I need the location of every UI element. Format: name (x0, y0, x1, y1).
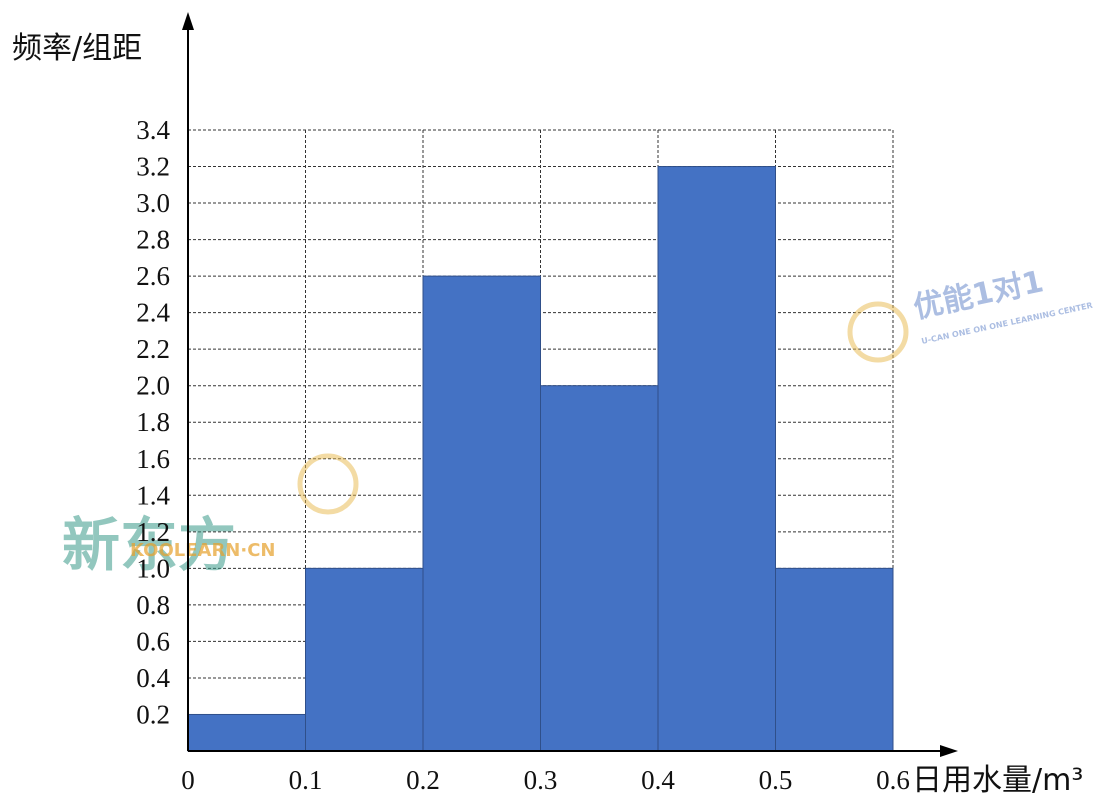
y-tick-label: 1.0 (136, 553, 170, 583)
y-tick-label: 3.2 (136, 152, 170, 182)
y-tick-label: 1.4 (136, 480, 170, 510)
y-tick-label: 0.6 (136, 626, 170, 656)
y-tick-label: 2.6 (136, 261, 170, 291)
histogram-bar (540, 385, 659, 752)
y-tick-label: 0.4 (136, 663, 170, 693)
y-tick-label: 1.2 (136, 517, 170, 547)
watermark-logo-icon (847, 301, 909, 363)
y-tick-label: 3.0 (136, 188, 170, 218)
y-tick-label: 2.0 (136, 371, 170, 401)
axes-layer (182, 12, 958, 757)
y-tick-label: 2.2 (136, 334, 170, 364)
x-axis-arrow-icon (940, 745, 958, 757)
y-tick-label: 1.8 (136, 407, 170, 437)
y-tick-label: 0.8 (136, 590, 170, 620)
x-tick-label: 0 (181, 765, 195, 795)
y-tick-label: 2.8 (136, 225, 170, 255)
x-tick-label: 0.5 (759, 765, 793, 795)
x-tick-label: 0.4 (641, 765, 675, 795)
x-tick-label: 0.3 (524, 765, 558, 795)
ticks-layer: 0.2 0.4 0.6 0.8 1.0 1.2 1.4 1.6 1.8 2.0 2.2 2.4 2.6 2… (136, 115, 910, 795)
histogram-bar (422, 275, 541, 752)
watermark-logo-icon (297, 453, 359, 515)
x-tick-label: 0.6 (876, 765, 910, 795)
x-tick-label: 0.1 (289, 765, 323, 795)
histogram-bar (305, 567, 424, 752)
watermark-brand-1: 新东方 (62, 511, 236, 579)
y-tick-label: 0.2 (136, 699, 170, 729)
y-tick-label: 3.4 (136, 115, 170, 145)
y-tick-label: 1.6 (136, 444, 170, 474)
bars-layer (187, 166, 894, 752)
y-axis-arrow-icon (182, 12, 194, 30)
histogram-bar (657, 166, 776, 752)
watermark-brand-1-sub: KOOLEARN·CN (130, 540, 275, 561)
histogram-bar (775, 567, 894, 752)
y-tick-label: 2.4 (136, 298, 170, 328)
x-tick-label: 0.2 (406, 765, 440, 795)
x-axis-title: 日用水量/m³ (912, 763, 1083, 798)
y-axis-title: 频率/组距 (12, 31, 142, 66)
histogram-bar (187, 713, 306, 752)
